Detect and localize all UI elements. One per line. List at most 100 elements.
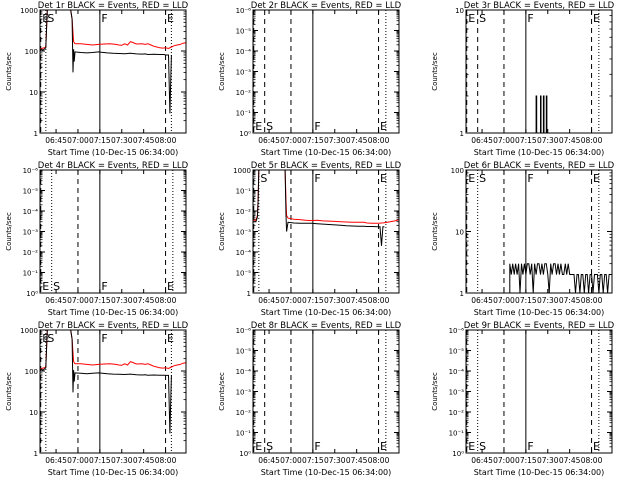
x-tick-label: 06:45 xyxy=(258,456,280,465)
y-tick-label: 10 xyxy=(29,409,38,417)
y-axis-label: Counts/sec xyxy=(218,372,226,411)
panel-title: Det 5r BLACK = Events, RED = LLD xyxy=(251,161,402,171)
y-tick-label: 10 xyxy=(29,89,38,97)
y-tick-label: 10⁻³ xyxy=(236,229,252,237)
x-tick-label: 07:15 xyxy=(515,136,537,145)
x-tick-label: 07:30 xyxy=(111,296,133,305)
x-tick-label: 07:30 xyxy=(537,456,559,465)
plot-frame xyxy=(39,9,187,134)
plot-frame xyxy=(252,9,400,134)
panel-title: Det 8r BLACK = Events, RED = LLD xyxy=(251,321,402,331)
y-tick-label: 10⁻⁴ xyxy=(449,368,465,376)
x-tick-label: 07:00 xyxy=(493,296,515,305)
x-tick-label: 07:00 xyxy=(493,136,515,145)
y-axis-label: Counts/sec xyxy=(431,52,439,91)
detector-panel-6: Det 6r BLACK = Events, RED = LLD Counts/s… xyxy=(431,161,615,317)
time-marker-label: S xyxy=(47,332,54,345)
y-tick-label: 10⁻⁵ xyxy=(23,188,39,196)
time-marker-label: E xyxy=(380,120,387,133)
x-tick-label: 07:15 xyxy=(302,456,324,465)
y-tick-label: 100 xyxy=(451,167,464,175)
y-tick-label: 10⁻³ xyxy=(449,389,465,397)
x-tick-label: 07:00 xyxy=(67,136,89,145)
time-marker-label: E xyxy=(468,172,475,185)
y-tick-label: 1000 xyxy=(233,167,251,175)
x-tick-label: 07:00 xyxy=(493,456,515,465)
plot-frame xyxy=(252,169,400,294)
x-axis-label: Start Time (10-Dec-15 06:34:00) xyxy=(261,468,392,477)
time-marker-label: E xyxy=(167,280,174,293)
x-tick-label: 08:00 xyxy=(368,456,390,465)
y-axis-label: Counts/sec xyxy=(5,212,13,251)
y-tick-label: 10⁻¹ xyxy=(449,430,465,438)
x-tick-label: 07:45 xyxy=(133,456,155,465)
x-tick-label: 08:00 xyxy=(368,136,390,145)
series-line-lld xyxy=(40,330,186,370)
time-marker-label: E xyxy=(468,440,475,453)
y-tick-label: 10⁻⁶ xyxy=(236,7,252,15)
x-tick-label: 08:00 xyxy=(581,296,603,305)
x-tick-label: 07:15 xyxy=(89,136,111,145)
x-tick-label: 08:00 xyxy=(155,456,177,465)
y-tick-label: 10⁰ xyxy=(452,450,464,458)
x-tick-label: 07:30 xyxy=(537,136,559,145)
time-marker-label: E xyxy=(255,440,262,453)
time-marker-label: S xyxy=(266,440,273,453)
y-tick-label: 10⁻⁴ xyxy=(236,48,252,56)
x-tick-label: 07:30 xyxy=(537,296,559,305)
y-tick-label: 10⁻² xyxy=(236,89,252,97)
series-line-events xyxy=(466,263,612,293)
plot-frame xyxy=(39,329,187,454)
x-tick-label: 07:15 xyxy=(89,296,111,305)
y-tick-label: 10 xyxy=(455,229,464,237)
x-tick-label: 06:45 xyxy=(471,456,493,465)
x-tick-label: 07:45 xyxy=(346,136,368,145)
x-tick-label: 07:30 xyxy=(324,296,346,305)
x-tick-label: 07:00 xyxy=(67,296,89,305)
x-axis-label: Start Time (10-Dec-15 06:34:00) xyxy=(48,468,179,477)
time-marker-label: F xyxy=(314,120,320,133)
y-axis-label: Counts/sec xyxy=(218,52,226,91)
detector-panel-4: Det 4r BLACK = Events, RED = LLD Counts/s… xyxy=(5,161,189,317)
y-tick-label: 10⁻² xyxy=(449,409,465,417)
y-axis-label: Counts/sec xyxy=(431,372,439,411)
time-marker-label: S xyxy=(479,12,486,25)
panel-title: Det 1r BLACK = Events, RED = LLD xyxy=(38,1,189,11)
x-tick-label: 06:45 xyxy=(45,136,67,145)
y-tick-label: 10⁻³ xyxy=(236,69,252,77)
y-tick-label: 10⁻¹ xyxy=(236,110,252,118)
panel-title: Det 2r BLACK = Events, RED = LLD xyxy=(251,1,402,11)
y-tick-label: 1 xyxy=(247,290,251,298)
y-tick-label: 10⁰ xyxy=(239,450,251,458)
y-tick-label: 10⁻¹ xyxy=(23,270,39,278)
time-marker-label: F xyxy=(527,172,533,185)
x-tick-label: 07:45 xyxy=(346,456,368,465)
detector-panel-2: Det 2r BLACK = Events, RED = LLD Counts/s… xyxy=(218,1,402,157)
x-tick-label: 07:45 xyxy=(133,136,155,145)
y-tick-label: 1 xyxy=(460,290,464,298)
y-tick-label: 1000 xyxy=(20,327,38,335)
plot-frame xyxy=(465,169,613,294)
x-tick-label: 08:00 xyxy=(368,296,390,305)
time-marker-label: E xyxy=(255,120,262,133)
time-marker-label: E xyxy=(167,332,174,345)
series-line-events xyxy=(466,95,612,133)
x-tick-label: 08:00 xyxy=(155,296,177,305)
y-tick-label: 10⁻⁵ xyxy=(236,270,252,278)
time-marker-label: F xyxy=(101,280,107,293)
detector-panel-8: Det 8r BLACK = Events, RED = LLD Counts/s… xyxy=(218,321,402,477)
x-tick-label: 07:45 xyxy=(559,296,581,305)
x-tick-label: 06:45 xyxy=(258,296,280,305)
x-tick-label: 08:00 xyxy=(581,456,603,465)
y-tick-label: 1000 xyxy=(20,7,38,15)
time-marker-label: E xyxy=(593,172,600,185)
x-tick-label: 07:30 xyxy=(324,136,346,145)
y-tick-label: 10⁻² xyxy=(236,208,252,216)
x-tick-label: 07:15 xyxy=(302,296,324,305)
panel-title: Det 7r BLACK = Events, RED = LLD xyxy=(38,321,189,331)
time-marker-label: E xyxy=(380,440,387,453)
y-tick-label: 10⁻³ xyxy=(23,229,39,237)
y-axis-label: Counts/sec xyxy=(5,372,13,411)
time-marker-label: E xyxy=(42,332,49,345)
